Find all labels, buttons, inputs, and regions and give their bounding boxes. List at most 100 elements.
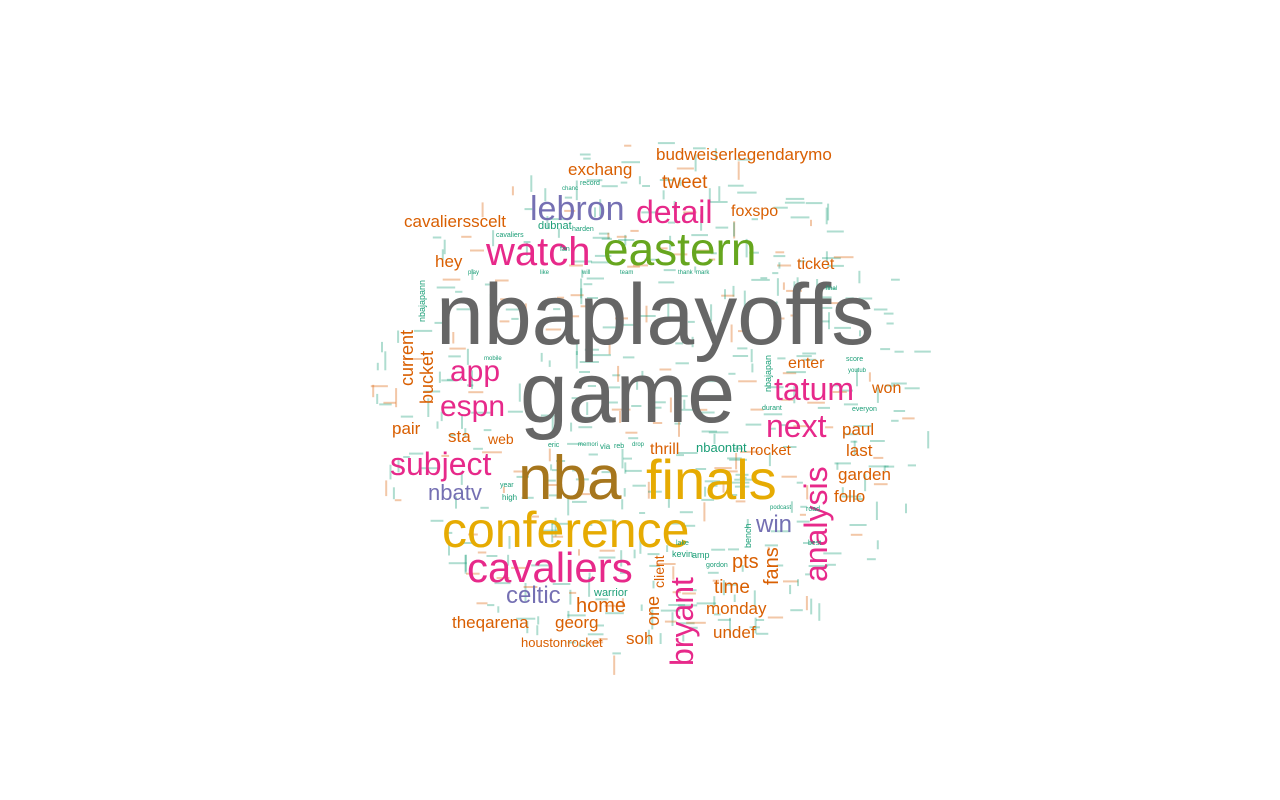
- minor-word-speck: [604, 604, 616, 607]
- word-game: game: [520, 345, 736, 441]
- minor-word-speck: [639, 512, 646, 514]
- minor-word-speck: [675, 531, 682, 534]
- minor-word-speck: [738, 330, 747, 333]
- minor-word-speck: [551, 416, 554, 434]
- minor-word-speck: [796, 520, 810, 523]
- minor-word-speck: [641, 370, 644, 379]
- minor-word-speck: [790, 314, 798, 317]
- word-nba: nba: [518, 444, 622, 513]
- minor-word-speck: [741, 565, 744, 572]
- minor-word-speck: [659, 633, 662, 644]
- minor-word-speck: [612, 652, 621, 655]
- minor-word-speck: [682, 635, 685, 642]
- minor-word-speck: [666, 522, 685, 525]
- minor-word-speck: [616, 235, 627, 238]
- minor-word-speck: [580, 305, 597, 308]
- minor-word-speck: [602, 401, 618, 404]
- minor-word-speck: [624, 234, 627, 246]
- minor-word-speck: [392, 487, 395, 500]
- minor-word-speck: [713, 596, 716, 607]
- minor-word-speck: [477, 551, 487, 554]
- minor-word-speck: [400, 415, 414, 418]
- minor-word-speck: [790, 216, 810, 219]
- word-tweet: tweet: [662, 172, 708, 193]
- minor-word-speck: [483, 429, 492, 432]
- minor-word-speck: [592, 236, 611, 239]
- minor-word-speck: [448, 544, 450, 556]
- word-reb: reb: [614, 443, 625, 450]
- minor-word-speck: [524, 583, 527, 602]
- minor-word-speck: [793, 386, 796, 404]
- minor-word-speck: [673, 200, 676, 211]
- minor-word-speck: [825, 251, 828, 263]
- minor-word-speck: [525, 242, 528, 256]
- minor-word-speck: [674, 408, 693, 411]
- minor-word-speck: [826, 563, 836, 566]
- minor-word-speck: [825, 426, 834, 429]
- minor-word-speck: [686, 621, 706, 624]
- minor-word-speck: [714, 148, 717, 161]
- minor-word-speck: [397, 459, 400, 473]
- minor-word-speck: [471, 411, 491, 414]
- minor-word-speck: [667, 301, 670, 319]
- minor-word-speck: [385, 480, 388, 497]
- minor-word-speck: [441, 454, 450, 457]
- minor-word-speck: [531, 564, 550, 567]
- minor-word-speck: [884, 465, 895, 468]
- minor-word-speck: [687, 320, 695, 323]
- minor-word-speck: [679, 511, 693, 514]
- minor-word-speck: [595, 598, 609, 601]
- minor-word-speck: [722, 580, 725, 596]
- minor-word-speck: [894, 350, 904, 353]
- minor-word-speck: [864, 473, 867, 492]
- word-win: win: [756, 511, 793, 538]
- minor-word-speck: [383, 401, 396, 404]
- minor-word-speck: [796, 277, 799, 291]
- minor-word-speck: [891, 278, 900, 281]
- minor-word-speck: [443, 239, 446, 255]
- minor-word-speck: [397, 330, 400, 343]
- minor-word-speck: [494, 582, 511, 585]
- minor-word-speck: [518, 383, 521, 402]
- minor-word-speck: [602, 326, 621, 329]
- minor-word-speck: [467, 384, 474, 387]
- word-record: record: [580, 180, 600, 187]
- minor-word-speck: [448, 434, 456, 436]
- minor-word-speck: [701, 430, 718, 433]
- minor-word-speck: [598, 638, 608, 641]
- minor-word-speck: [667, 221, 675, 224]
- minor-word-speck: [751, 278, 770, 281]
- minor-word-speck: [790, 501, 793, 513]
- minor-word-speck: [638, 315, 656, 317]
- minor-word-speck: [796, 355, 812, 358]
- minor-word-speck: [807, 401, 825, 404]
- word-fans: fans: [761, 547, 783, 585]
- minor-word-speck: [810, 598, 813, 615]
- minor-word-speck: [667, 488, 670, 508]
- word-mobile: mobile: [484, 356, 502, 362]
- minor-word-speck: [669, 253, 688, 256]
- minor-word-speck: [735, 452, 738, 470]
- minor-word-speck: [691, 336, 694, 348]
- minor-word-speck: [709, 201, 728, 203]
- minor-word-speck: [455, 496, 457, 509]
- minor-word-speck: [611, 408, 631, 411]
- minor-word-speck: [876, 387, 879, 403]
- minor-word-speck: [760, 277, 768, 280]
- minor-word-speck: [770, 530, 791, 533]
- minor-word-speck: [569, 264, 583, 267]
- minor-word-speck: [669, 397, 672, 413]
- minor-word-speck: [625, 469, 642, 472]
- minor-word-speck: [657, 142, 675, 145]
- minor-word-speck: [495, 279, 509, 282]
- word-team: team: [620, 270, 634, 276]
- minor-word-speck: [557, 228, 560, 238]
- word-bench: bench: [743, 523, 753, 548]
- minor-word-speck: [850, 533, 863, 536]
- minor-word-speck: [734, 485, 750, 488]
- minor-word-speck: [502, 486, 505, 493]
- minor-word-speck: [695, 468, 707, 470]
- minor-word-speck: [567, 614, 586, 617]
- minor-word-speck: [586, 277, 604, 280]
- minor-word-speck: [727, 184, 744, 187]
